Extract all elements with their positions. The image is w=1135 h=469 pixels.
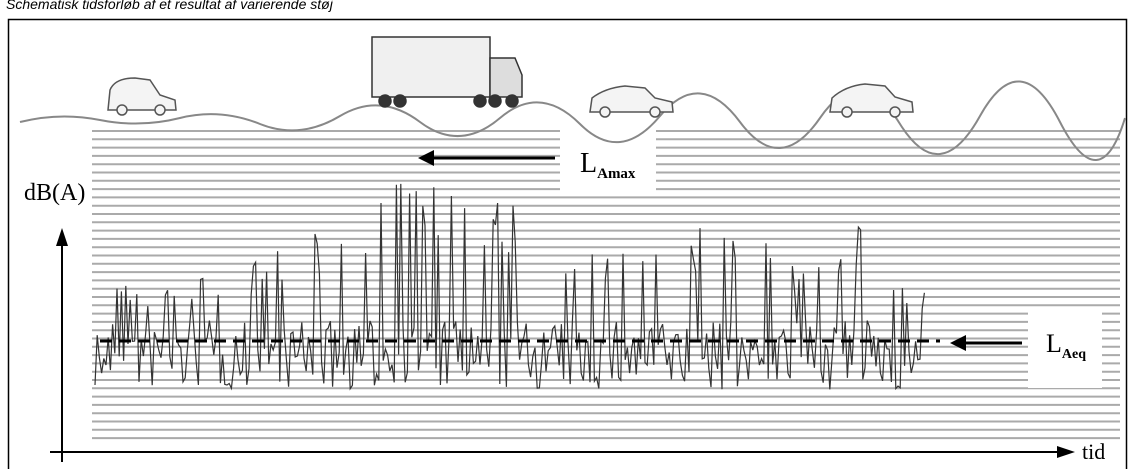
caption: Schematisk tidsforløb af et resultat af … (6, 0, 334, 12)
x-axis-label: tid (1082, 439, 1105, 464)
max-label-subscript: Amax (597, 166, 636, 182)
y-axis-label: dB(A) (24, 180, 85, 206)
frame (9, 20, 1127, 469)
figure: Schematisk tidsforløb af et resultat af … (0, 0, 1135, 469)
eq-label-subscript: Aeq (1062, 347, 1086, 362)
eq-label-symbol: L (1046, 329, 1062, 358)
max-label-box (560, 125, 656, 195)
max-label-symbol: L (580, 148, 597, 179)
